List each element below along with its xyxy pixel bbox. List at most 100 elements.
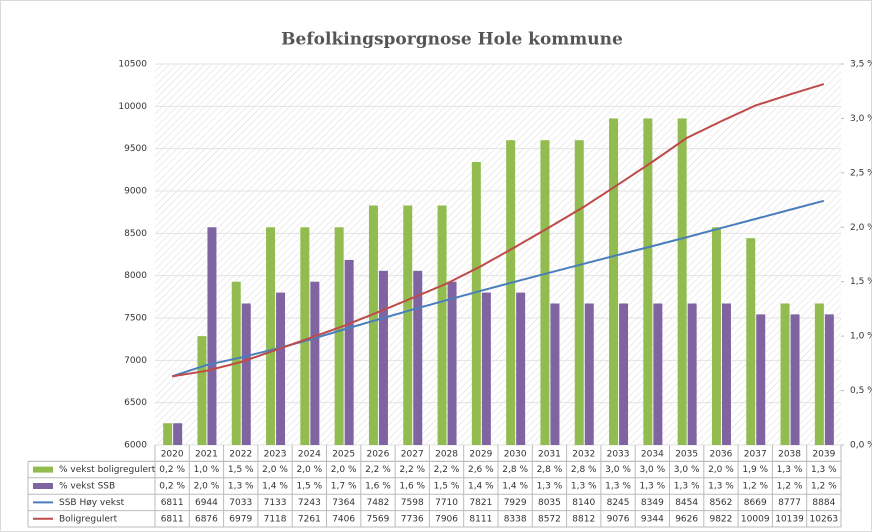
bar xyxy=(780,303,790,445)
x-tick-label: 2037 xyxy=(744,450,767,460)
x-tick-label: 2025 xyxy=(332,450,355,460)
bar xyxy=(687,303,697,445)
y-tick-label: 7500 xyxy=(124,314,147,324)
bar xyxy=(790,314,800,445)
y-tick-label: 10500 xyxy=(118,60,147,70)
table-cell: 9626 xyxy=(675,514,698,524)
bar xyxy=(310,281,320,445)
table-cell: 1,2 % xyxy=(742,482,768,492)
legend-label: % vekst boligregulert xyxy=(59,465,156,475)
x-tick-label: 2021 xyxy=(195,450,218,460)
table-cell: 7406 xyxy=(332,514,355,524)
table-cell: 1,0 % xyxy=(194,465,220,475)
x-tick-label: 2023 xyxy=(264,450,287,460)
table-cell: 8562 xyxy=(709,498,732,508)
bar xyxy=(300,227,310,445)
x-tick-label: 2036 xyxy=(709,450,732,460)
bar xyxy=(721,303,731,445)
table-cell: 6944 xyxy=(195,498,218,508)
bar xyxy=(276,292,286,445)
bar xyxy=(334,227,344,445)
y2-tick-label: 1,0 % xyxy=(850,332,872,342)
table-cell: 6876 xyxy=(195,514,218,524)
table-cell: 7118 xyxy=(264,514,287,524)
x-tick-label: 2038 xyxy=(778,450,801,460)
x-tick-label: 2031 xyxy=(538,450,561,460)
table-cell: 0,2 % xyxy=(159,482,185,492)
table-cell: 1,7 % xyxy=(331,482,357,492)
bar xyxy=(266,227,276,445)
line xyxy=(171,83,825,378)
table-cell: 2,0 % xyxy=(262,465,288,475)
table-cell: 1,5 % xyxy=(228,465,254,475)
table-cell: 1,9 % xyxy=(742,465,768,475)
table-cell: 1,5 % xyxy=(434,482,460,492)
table-cell: 7482 xyxy=(366,498,389,508)
legend-label: SSB Høy vekst xyxy=(59,498,125,508)
table-cell: 6979 xyxy=(229,514,252,524)
table-cell: 10139 xyxy=(775,514,804,524)
x-tick-label: 2027 xyxy=(401,450,424,460)
y-tick-label: 10000 xyxy=(118,102,147,112)
table-cell: 2,8 % xyxy=(537,465,563,475)
table-cell: 6811 xyxy=(161,498,184,508)
bar xyxy=(506,140,516,445)
bar xyxy=(824,314,834,445)
table-cell: 8812 xyxy=(572,514,595,524)
table-cell: 2,0 % xyxy=(194,482,220,492)
x-tick-label: 2039 xyxy=(812,450,835,460)
table-cell: 8140 xyxy=(572,498,595,508)
bar xyxy=(403,205,413,445)
bar xyxy=(368,205,378,445)
y2-tick-label: 1,5 % xyxy=(850,277,872,287)
table-cell: 1,2 % xyxy=(811,482,837,492)
bar xyxy=(197,336,207,445)
table-cell: 2,0 % xyxy=(708,465,734,475)
x-tick-label: 2029 xyxy=(469,450,492,460)
table-cell: 2,2 % xyxy=(399,465,425,475)
y2-tick-label: 2,0 % xyxy=(850,223,872,233)
bar xyxy=(746,238,756,445)
table-cell: 7133 xyxy=(264,498,287,508)
legend-key xyxy=(33,483,53,489)
bar xyxy=(207,227,217,445)
table-cell: 7929 xyxy=(504,498,527,508)
bar xyxy=(756,314,766,445)
bar xyxy=(241,303,251,445)
table-cell: 7821 xyxy=(469,498,492,508)
bar xyxy=(609,118,619,445)
y2-tick-label: 0,5 % xyxy=(850,386,872,396)
bar xyxy=(173,423,183,445)
table-cell: 3,0 % xyxy=(674,465,700,475)
table-cell: 9076 xyxy=(607,514,630,524)
table-cell: 8349 xyxy=(641,498,664,508)
table-cell: 1,4 % xyxy=(502,482,528,492)
table-cell: 8338 xyxy=(504,514,527,524)
legend-label: Boligregulert xyxy=(59,514,118,524)
table-cell: 7906 xyxy=(435,514,458,524)
table-cell: 1,3 % xyxy=(605,482,631,492)
table-cell: 0,2 % xyxy=(159,465,185,475)
table-cell: 2,2 % xyxy=(365,465,391,475)
table-cell: 7569 xyxy=(366,514,389,524)
table-cell: 7736 xyxy=(401,514,424,524)
table-cell: 1,6 % xyxy=(365,482,391,492)
table-cell: 8035 xyxy=(538,498,561,508)
bar xyxy=(711,227,721,445)
x-tick-label: 2033 xyxy=(607,450,630,460)
table-cell: 7033 xyxy=(229,498,252,508)
table-cell: 10009 xyxy=(741,514,770,524)
bar xyxy=(447,281,457,445)
y2-tick-label: 2,5 % xyxy=(850,168,872,178)
y2-tick-label: 0,0 % xyxy=(850,441,872,451)
y-tick-label: 8500 xyxy=(124,229,147,239)
y-tick-label: 7000 xyxy=(124,356,147,366)
bar xyxy=(540,140,550,445)
x-tick-label: 2030 xyxy=(504,450,527,460)
table-cell: 8777 xyxy=(778,498,801,508)
table-cell: 1,3 % xyxy=(674,482,700,492)
bar xyxy=(584,303,594,445)
table-cell: 1,3 % xyxy=(777,465,803,475)
table-cell: 8454 xyxy=(675,498,698,508)
